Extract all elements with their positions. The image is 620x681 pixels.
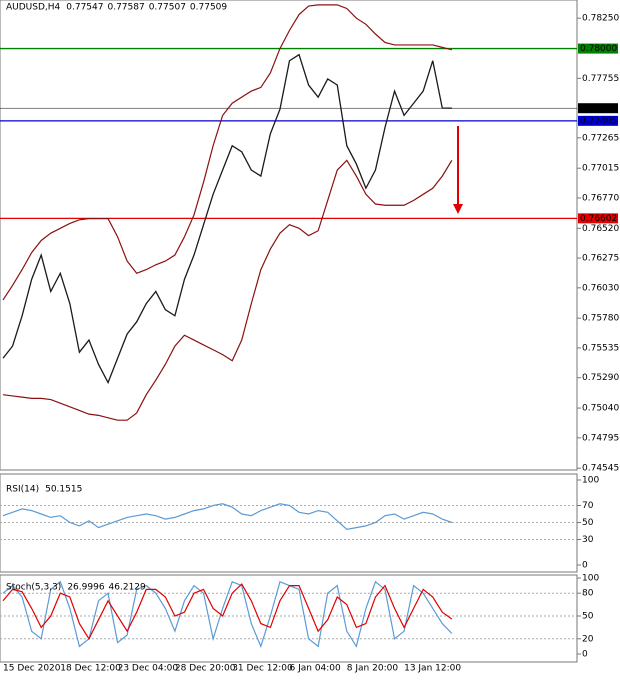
y-tick-label: 80 [582, 589, 594, 599]
level-label: 0.77405 [580, 116, 617, 126]
x-tick-label: 18 Dec 12:00 [60, 664, 121, 674]
level-box [578, 115, 618, 126]
level-box [578, 43, 618, 54]
series-line [2, 53, 452, 385]
y-tick-label: 0.77265 [582, 133, 619, 143]
y-tick-label: 0.76030 [582, 283, 619, 293]
y-tick-label: 30 [582, 535, 594, 545]
y-tick-label: 0.76275 [582, 254, 619, 264]
series-line [2, 580, 453, 649]
y-tick-label: 0.75040 [582, 404, 619, 414]
y-tick-label: 100 [582, 574, 599, 584]
y-tick-label: 20 [582, 634, 594, 644]
y-tick-label: 0.76770 [582, 193, 619, 203]
panel-title: Stoch(5,3,3) [6, 583, 61, 593]
x-tick-label: 31 Dec 12:00 [232, 664, 293, 674]
y-tick-label: 0.78250 [582, 14, 619, 24]
y-tick-label: 50 [582, 518, 594, 528]
x-tick-label: 15 Dec 2020 [3, 664, 61, 674]
header-value: 0.77509 [190, 3, 227, 13]
series-line [2, 4, 452, 301]
panel-title: RSI(14) [6, 485, 39, 495]
series-line [2, 583, 453, 641]
x-tick-label: 6 Jan 04:00 [290, 664, 342, 674]
panel-title: AUDUSD,H4 [6, 3, 61, 13]
y-tick-label: 50 [582, 612, 594, 622]
header-value: 26.9996 [67, 583, 104, 593]
series-line [2, 503, 453, 530]
y-tick-label: 0.75780 [582, 314, 619, 324]
price-panel [0, 0, 578, 471]
x-tick-label: 8 Jan 20:00 [347, 664, 399, 674]
stoch-panel [0, 574, 578, 663]
arrow-head [453, 204, 463, 214]
header-value: 0.77547 [66, 3, 103, 13]
series-line [2, 159, 453, 421]
header-value: 46.2129 [109, 583, 146, 593]
header-value: 0.77587 [107, 3, 144, 13]
level-label: 0.76602 [580, 214, 617, 224]
level-box [578, 103, 618, 114]
level-box [578, 213, 618, 224]
x-tick-label: 23 Dec 04:00 [118, 664, 179, 674]
header-value: 50.1515 [45, 485, 82, 495]
y-tick-label: 0.77755 [582, 74, 619, 84]
x-tick-label: 13 Jan 12:00 [404, 664, 461, 674]
y-tick-label: 0.75535 [582, 343, 619, 353]
y-tick-label: 0.75290 [582, 373, 619, 383]
y-tick-label: 0 [582, 650, 588, 660]
y-tick-label: 0.74795 [582, 433, 619, 443]
level-label: 0.78000 [580, 44, 617, 54]
y-tick-label: 70 [582, 501, 594, 511]
y-tick-label: 0.74545 [582, 464, 619, 474]
y-tick-label: 100 [582, 476, 599, 486]
y-tick-label: 0 [582, 561, 588, 571]
y-tick-label: 0.76520 [582, 224, 619, 234]
header-value: 0.77507 [149, 3, 186, 13]
x-tick-label: 28 Dec 20:00 [175, 664, 236, 674]
y-tick-label: 0.77015 [582, 164, 619, 174]
level-label: 0.77509 [580, 104, 617, 114]
